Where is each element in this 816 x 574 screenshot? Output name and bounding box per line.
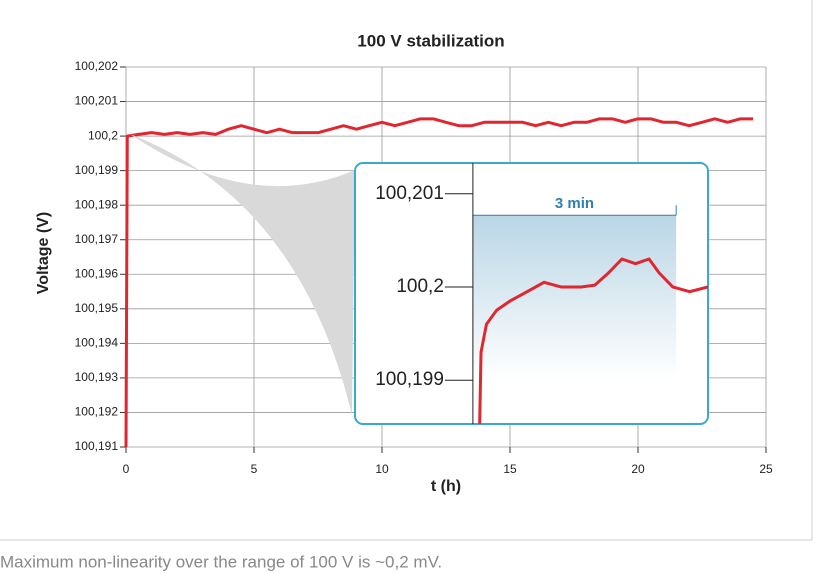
zoom-funnel — [130, 134, 355, 415]
y-tick-label: 100,2 — [396, 276, 444, 297]
y-tick-label: 100,191 — [75, 439, 119, 453]
x-axis-label: t (h) — [431, 478, 461, 495]
annotation: 3 min — [555, 195, 594, 212]
y-tick-label: 100,201 — [75, 94, 119, 108]
highlight-span — [472, 215, 677, 381]
chart-title: 100 V stabilization — [357, 31, 504, 50]
y-tick-label: 100,196 — [75, 266, 119, 280]
x-tick-label: 5 — [251, 462, 258, 476]
y-tick-label: 100,202 — [75, 59, 119, 73]
y-tick-label: 100,192 — [75, 405, 119, 419]
y-tick-label: 100,199 — [75, 163, 119, 177]
y-tick-label: 100,199 — [375, 369, 444, 390]
y-tick-label: 100,194 — [75, 336, 119, 350]
y-axis-label: Voltage (V) — [35, 212, 52, 294]
data-line — [124, 117, 754, 448]
inset-plot: 3 min 100,199 100,2 100,201 — [375, 163, 708, 424]
x-tick-label: 10 — [375, 462, 389, 476]
y-tick-label: 100,197 — [75, 232, 119, 246]
x-tick-label: 0 — [123, 462, 130, 476]
x-tick-label: 25 — [759, 462, 773, 476]
x-tick-label: 20 — [631, 462, 645, 476]
y-tick-label: 100,2 — [88, 128, 118, 142]
footnote: Maximum non-linearity over the range of … — [0, 552, 442, 571]
y-tick-label: 100,198 — [75, 197, 119, 211]
y-tick-label: 100,201 — [375, 183, 444, 204]
data-line — [478, 257, 708, 424]
x-tick-label: 15 — [503, 462, 517, 476]
y-tick-label: 100,195 — [75, 301, 119, 315]
y-tick-label: 100,193 — [75, 370, 119, 384]
